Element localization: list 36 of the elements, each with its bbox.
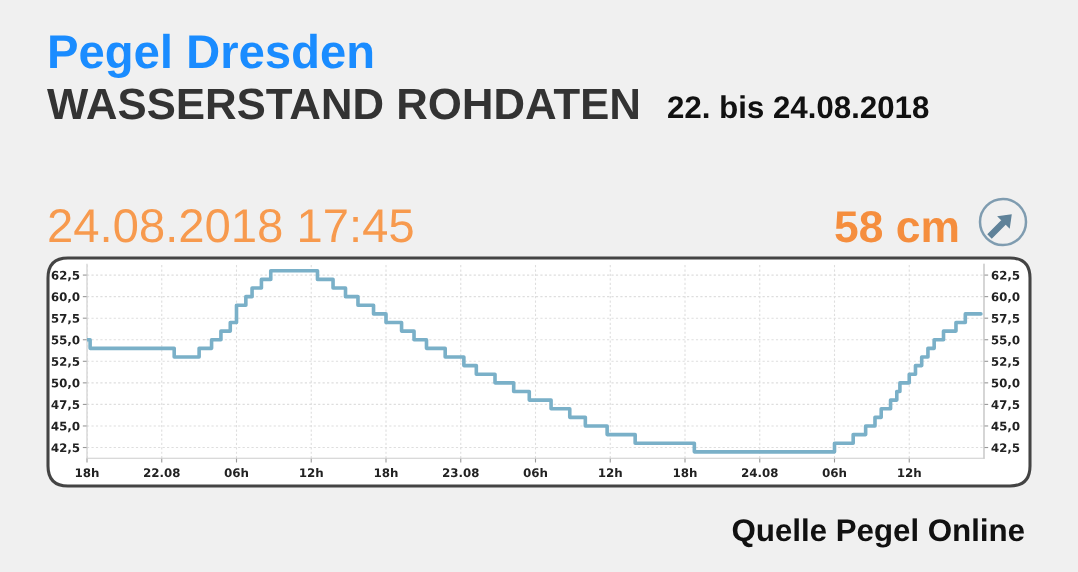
x-tick-label: 12h (300, 468, 323, 477)
x-tick-label: 06h (523, 468, 547, 478)
x-tick-label: 22.08 (144, 468, 180, 478)
y2-tick-label: 52,5 (991, 357, 1020, 368)
y2-tick-label: 55,0 (991, 335, 1020, 346)
x-tick-label: 18h (75, 468, 99, 478)
y2-tick-label: 50,0 (991, 378, 1020, 390)
y-tick-label: 52,5 (51, 357, 80, 368)
x-tick-label: 06h (822, 468, 846, 478)
y-tick-label: 60,0 (51, 292, 80, 303)
y-tick-label: 62,5 (51, 270, 80, 282)
y2-tick-label: 60,0 (991, 292, 1020, 303)
x-tick-label: 24.08 (742, 468, 778, 478)
source-note: Quelle Pegel Online (732, 518, 1024, 548)
x-tick-label: 23.08 (443, 468, 479, 478)
y2-tick-label: 45,0 (991, 421, 1020, 433)
text: 58 cm (835, 210, 958, 243)
y-tick-label: 42,5 (51, 443, 80, 454)
y-tick-label: 55,0 (51, 335, 80, 346)
x-tick-label: 06h (224, 468, 248, 478)
y2-tick-label: 47,5 (991, 400, 1020, 411)
x-tick-label: 12h (898, 468, 921, 477)
y-tick-label: 45,0 (51, 421, 80, 433)
y-tick-label: 47,5 (51, 400, 80, 411)
x-tick-label: 18h (673, 468, 697, 478)
y2-tick-label: 42,5 (991, 443, 1020, 454)
text: 24.08.2018 17:45 (49, 209, 413, 243)
y2-tick-label: 62,5 (991, 270, 1020, 282)
y2-tick-label: 57,5 (991, 314, 1020, 325)
chart-subtitle: WASSERSTAND ROHDATEN (47, 88, 638, 120)
x-tick-label: 12h (599, 468, 622, 477)
x-tick-label: 18h (374, 468, 398, 478)
text: 22. bis 24.08.2018 (668, 95, 929, 119)
y-tick-label: 57,5 (51, 314, 80, 325)
y-tick-label: 50,0 (51, 378, 80, 390)
chart-title: Pegel Dresden (50, 33, 373, 79)
